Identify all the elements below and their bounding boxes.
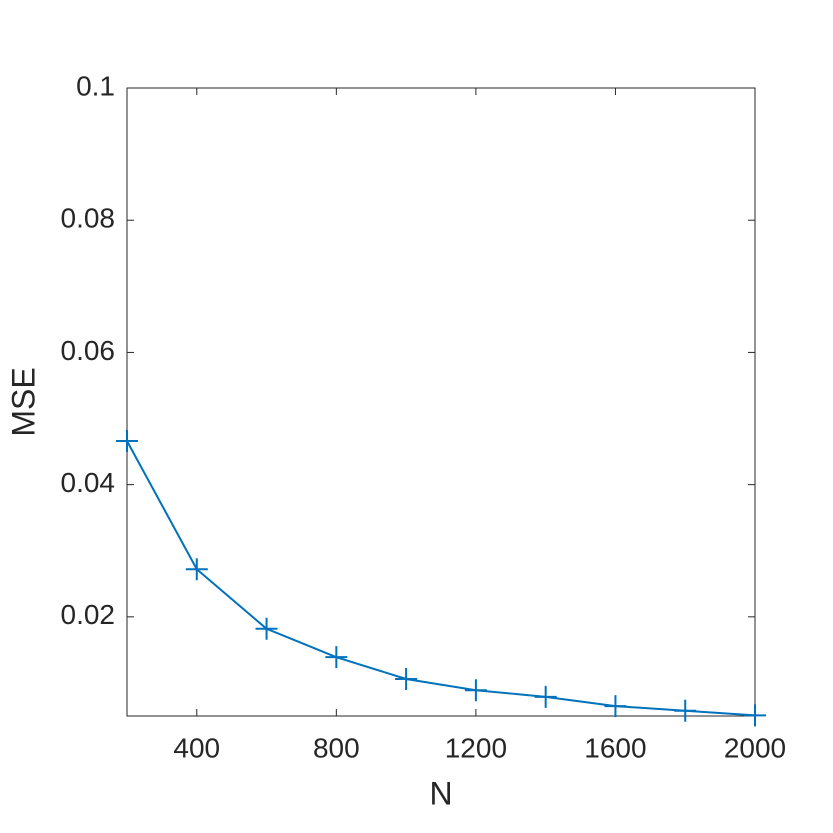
data-marker bbox=[744, 704, 766, 727]
y-axis-label: MSE bbox=[5, 367, 41, 436]
data-marker bbox=[185, 558, 208, 581]
data-marker bbox=[116, 430, 138, 453]
data-marker bbox=[674, 699, 697, 722]
x-tick-label: 800 bbox=[313, 732, 360, 763]
y-tick-label: 0.02 bbox=[61, 599, 116, 630]
y-tick-label: 0.04 bbox=[61, 467, 116, 498]
y-tick-label: 0.1 bbox=[76, 70, 115, 101]
y-tick-label: 0.08 bbox=[61, 203, 116, 234]
x-axis-label: N bbox=[429, 775, 452, 811]
x-tick-label: 1600 bbox=[584, 732, 646, 763]
x-tick-label: 400 bbox=[173, 732, 220, 763]
data-marker bbox=[325, 646, 348, 669]
data-marker bbox=[464, 679, 487, 702]
x-tick-label: 2000 bbox=[724, 732, 786, 763]
data-marker bbox=[534, 685, 557, 708]
y-tick-label: 0.06 bbox=[61, 335, 116, 366]
data-marker bbox=[604, 695, 627, 718]
x-tick-label: 1200 bbox=[445, 732, 507, 763]
plot-box bbox=[126, 87, 756, 717]
data-line bbox=[126, 440, 756, 717]
data-marker bbox=[395, 667, 418, 690]
data-marker bbox=[255, 617, 278, 640]
